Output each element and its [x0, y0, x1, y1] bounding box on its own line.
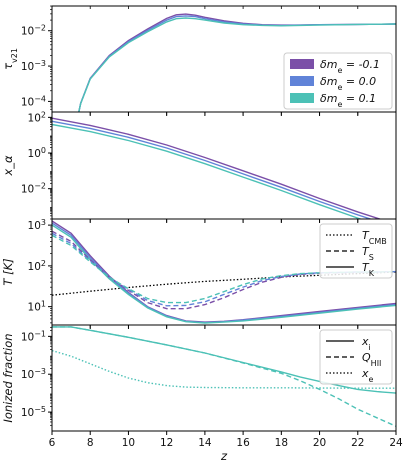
legend-label: TS [362, 245, 374, 262]
legend-swatch [290, 93, 314, 103]
legend-label: xe [361, 367, 374, 384]
panel-4: 10−5 10−3 10−1 Ionized fraction 6 8 10 12 14 16 18… [1, 324, 403, 463]
y-axis-label: Ionized fraction [1, 333, 15, 422]
series-group [78, 13, 396, 112]
x-tick-label: 16 [236, 437, 250, 449]
series-line-2 [52, 326, 396, 427]
panel-2: 10−2 100 102 x_α [1, 110, 397, 223]
y-axis-label-text: Ionized fraction [1, 333, 15, 422]
y-tick-label: 10−2 [21, 23, 46, 38]
y-axis-label-text: τv21 [1, 48, 19, 70]
y-tick-label: 10−2 [21, 181, 46, 196]
series-line-3 [52, 123, 363, 219]
y-tick-label: 100 [28, 146, 46, 161]
y-tick-label: 102 [28, 258, 46, 273]
legend-label: TK [362, 261, 375, 278]
legend-label: QHII [362, 351, 381, 368]
legend-label: xi [361, 335, 371, 352]
x-tick-label: 18 [275, 437, 288, 449]
y-tick-label: 10−3 [21, 367, 46, 382]
legend-label: δme = -0.1 [320, 58, 380, 75]
panel-frame [51, 324, 397, 432]
legend-box [319, 223, 393, 279]
x-tick-label: 22 [351, 437, 364, 449]
legend-box [319, 329, 393, 385]
y-axis-label: T [K] [1, 258, 15, 285]
x-axis-label: z [220, 449, 228, 463]
y-tick-label: 10−3 [21, 59, 46, 74]
series-line-7 [52, 234, 396, 304]
x-tick-label: 14 [198, 437, 212, 449]
x-tick-label: 24 [389, 437, 403, 449]
series-line-3 [78, 17, 396, 112]
y-axis-label: τv21 [1, 48, 19, 70]
y-tick-label: 103 [28, 218, 46, 233]
legend-label: TCMB [362, 229, 387, 246]
legend-label: δme = 0.1 [320, 92, 376, 109]
y-tick-label: 102 [28, 110, 46, 125]
legend-label: δme = 0.0 [320, 75, 376, 92]
series-line-3 [52, 349, 396, 389]
y-axis-label-text: T [K] [1, 258, 15, 285]
y-tick-label: 10−1 [21, 329, 46, 344]
series-group [52, 326, 396, 427]
y-tick-label: 10−4 [21, 94, 46, 109]
y-axis-label-text: x_α [1, 155, 15, 177]
y-tick-label: 101 [28, 299, 46, 314]
series-line-2 [52, 120, 373, 219]
series-line-1 [52, 117, 382, 219]
x-tick-label: 8 [87, 437, 94, 449]
x-tick-label: 10 [122, 437, 135, 449]
legend-swatch [290, 76, 314, 86]
x-tick-label: 6 [49, 437, 56, 449]
legend-swatch [290, 59, 314, 69]
y-axis-label: x_α [1, 155, 15, 177]
x-tick-label: 20 [313, 437, 326, 449]
x-tick-label: 12 [160, 437, 173, 449]
y-tick-label: 10−5 [21, 405, 46, 420]
series-group [52, 117, 382, 219]
